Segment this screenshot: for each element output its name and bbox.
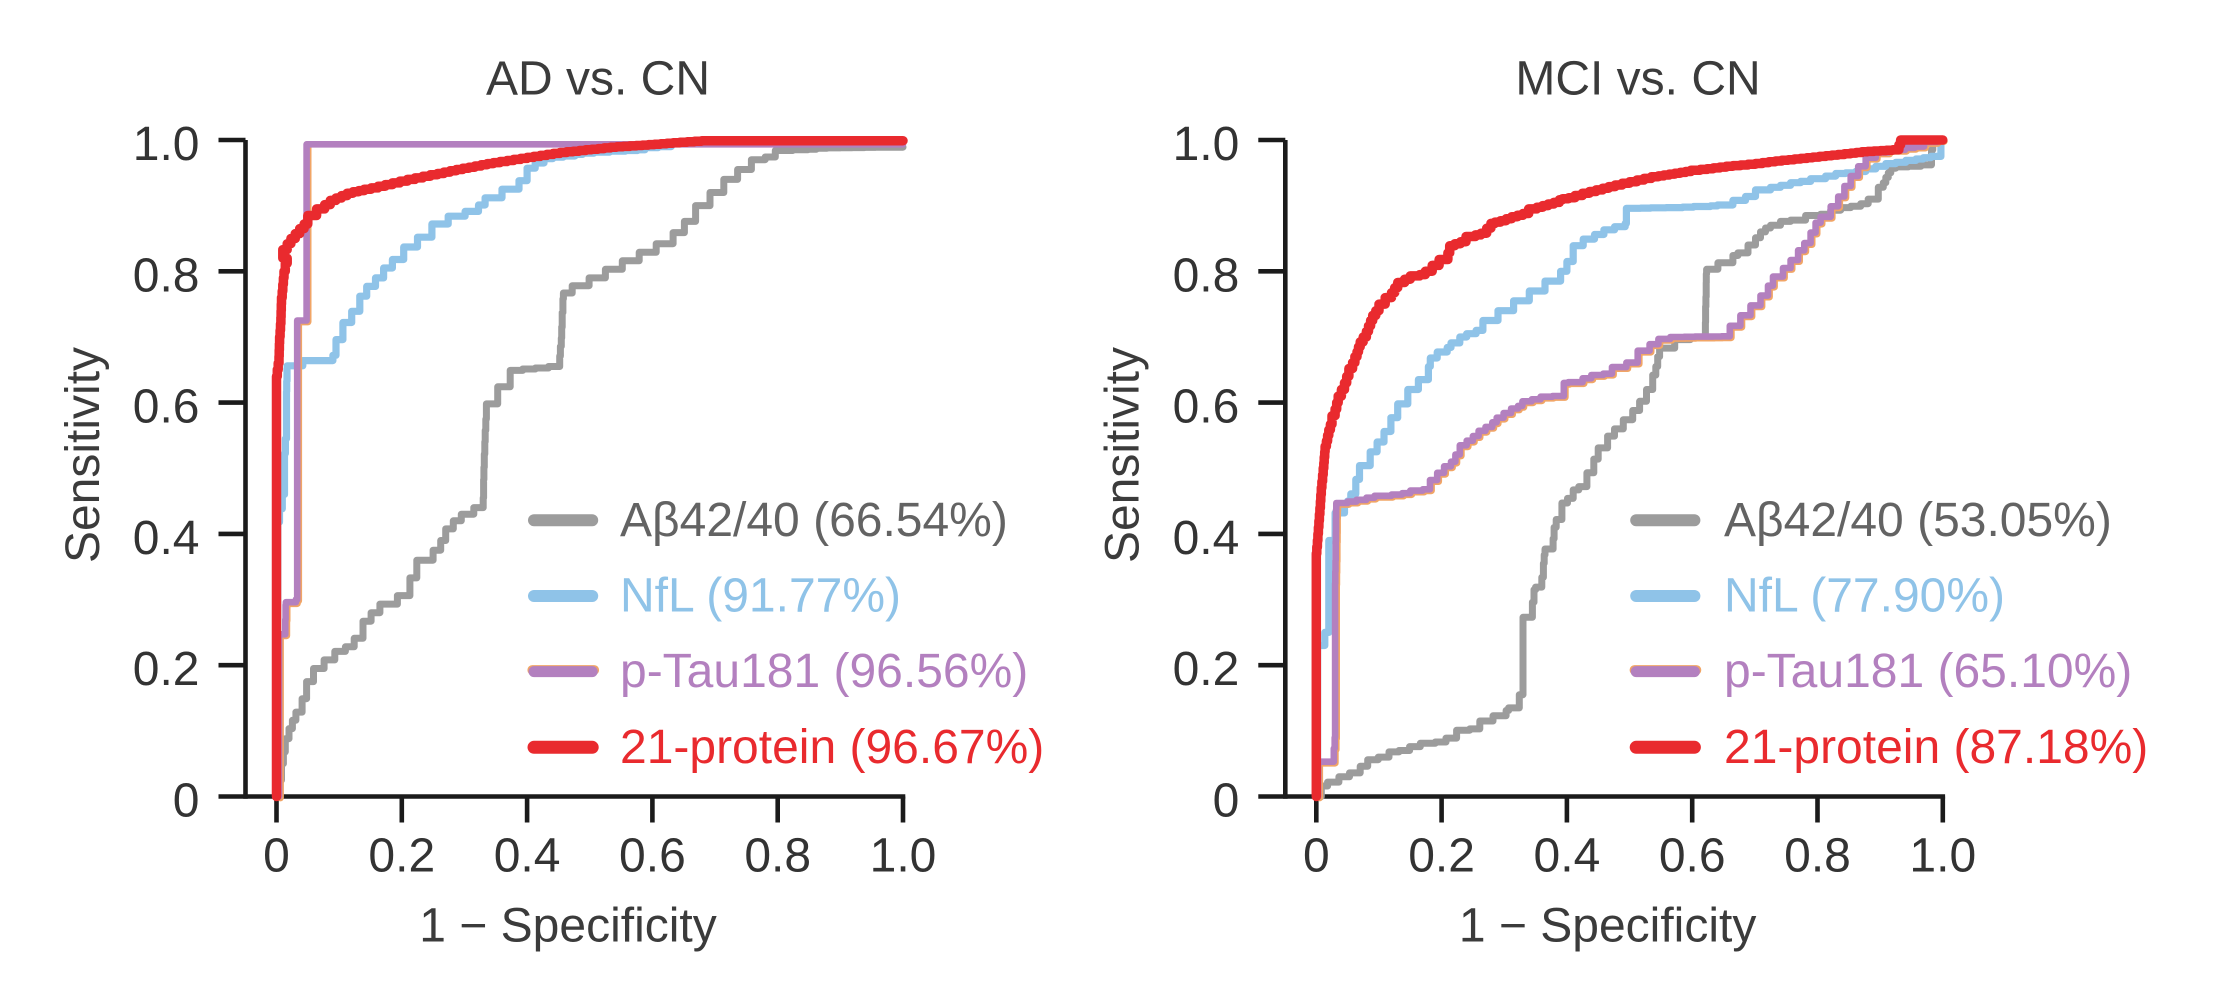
svg-text:0.6: 0.6 bbox=[619, 830, 686, 883]
svg-text:NfL (77.90%): NfL (77.90%) bbox=[1724, 570, 2005, 623]
svg-text:0.4: 0.4 bbox=[1173, 512, 1240, 565]
svg-text:0.8: 0.8 bbox=[1784, 830, 1851, 883]
svg-text:0.2: 0.2 bbox=[1408, 830, 1475, 883]
svg-text:0: 0 bbox=[1303, 830, 1330, 883]
svg-text:0.2: 0.2 bbox=[368, 830, 435, 883]
svg-text:0.6: 0.6 bbox=[133, 381, 200, 434]
svg-text:0.8: 0.8 bbox=[133, 249, 200, 302]
svg-text:0: 0 bbox=[1213, 775, 1240, 828]
svg-text:1 − Specificity: 1 − Specificity bbox=[419, 900, 716, 953]
svg-text:0: 0 bbox=[263, 830, 290, 883]
svg-text:NfL (91.77%): NfL (91.77%) bbox=[620, 570, 901, 623]
svg-text:1.0: 1.0 bbox=[1173, 118, 1240, 171]
svg-text:p-Tau181 (65.10%): p-Tau181 (65.10%) bbox=[1724, 645, 2132, 698]
svg-text:p-Tau181 (96.56%): p-Tau181 (96.56%) bbox=[620, 645, 1028, 698]
svg-text:1.0: 1.0 bbox=[133, 118, 200, 171]
svg-text:0.4: 0.4 bbox=[133, 512, 200, 565]
svg-text:21-protein (87.18%): 21-protein (87.18%) bbox=[1724, 721, 2148, 774]
svg-text:MCI vs. CN: MCI vs. CN bbox=[1515, 53, 1760, 106]
svg-text:Sensitivity: Sensitivity bbox=[1097, 347, 1150, 563]
svg-text:0.8: 0.8 bbox=[1173, 249, 1240, 302]
svg-text:0.2: 0.2 bbox=[133, 643, 200, 696]
svg-text:0.6: 0.6 bbox=[1659, 830, 1726, 883]
svg-text:1 − Specificity: 1 − Specificity bbox=[1459, 900, 1756, 953]
svg-text:Aβ42/40 (53.05%): Aβ42/40 (53.05%) bbox=[1724, 494, 2112, 547]
svg-text:0.2: 0.2 bbox=[1173, 643, 1240, 696]
svg-text:Sensitivity: Sensitivity bbox=[57, 347, 110, 563]
svg-text:0.4: 0.4 bbox=[1534, 830, 1601, 883]
svg-text:0.4: 0.4 bbox=[494, 830, 561, 883]
svg-text:0: 0 bbox=[173, 775, 200, 828]
svg-text:Aβ42/40 (66.54%): Aβ42/40 (66.54%) bbox=[620, 494, 1008, 547]
svg-text:1.0: 1.0 bbox=[1909, 830, 1976, 883]
svg-text:1.0: 1.0 bbox=[870, 830, 937, 883]
svg-text:AD vs. CN: AD vs. CN bbox=[486, 53, 710, 106]
svg-text:0.8: 0.8 bbox=[744, 830, 811, 883]
svg-text:0.6: 0.6 bbox=[1173, 381, 1240, 434]
svg-text:21-protein (96.67%): 21-protein (96.67%) bbox=[620, 721, 1044, 774]
